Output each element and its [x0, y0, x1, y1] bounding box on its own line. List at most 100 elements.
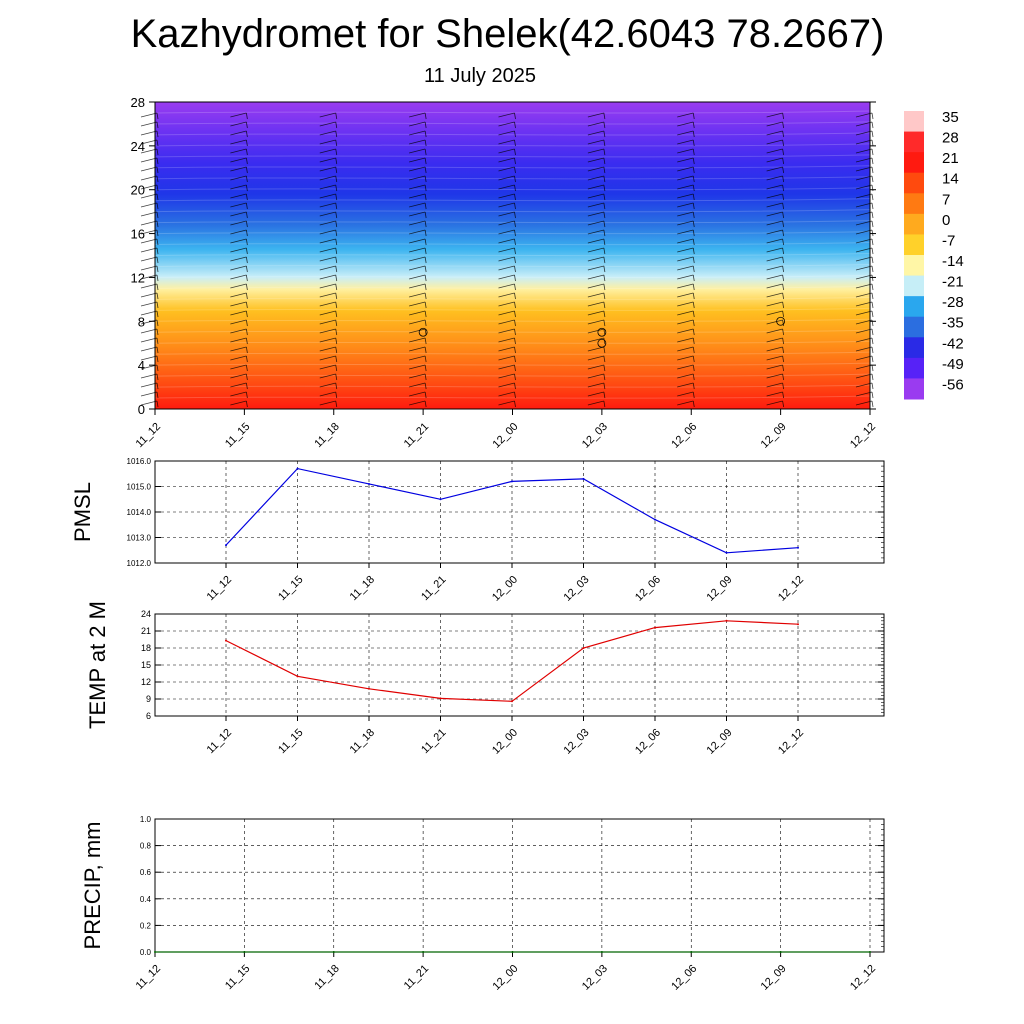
wind-barb	[587, 346, 604, 352]
wind-barb-flag	[335, 274, 338, 282]
wind-barb	[230, 238, 247, 244]
wind-barb-flag	[871, 256, 874, 264]
wind-barb-flag	[245, 220, 248, 228]
wind-barb	[319, 391, 336, 397]
wind-barb	[319, 238, 336, 244]
wind-barb-flag	[156, 184, 159, 192]
wind-barb-flag	[156, 256, 159, 264]
wind-barb	[140, 256, 158, 262]
wind-barb	[498, 247, 515, 253]
wind-barb	[409, 274, 426, 280]
wind-barb	[319, 229, 336, 235]
wind-barb-flag	[692, 247, 695, 255]
wind-barb-flag	[782, 364, 785, 372]
wind-barb	[766, 400, 783, 406]
wind-barb-flag	[335, 112, 338, 120]
panel-frame	[154, 818, 885, 953]
wind-barb-flag	[424, 373, 427, 381]
wind-barb	[587, 112, 604, 118]
wind-barb-flag	[871, 157, 874, 165]
y-tick-label: 24	[141, 609, 151, 619]
colorbar-label: -42	[942, 335, 964, 352]
wind-barb	[677, 238, 694, 244]
wind-barb	[140, 121, 158, 127]
wind-barb	[498, 112, 515, 118]
wind-barb	[319, 400, 336, 406]
wind-barb	[230, 148, 247, 154]
wind-barb-flag	[782, 193, 785, 201]
wind-barb-flag	[424, 130, 427, 138]
wind-barb	[230, 175, 247, 181]
wind-barb	[855, 265, 873, 271]
wind-barb-flag	[782, 373, 785, 381]
wind-barb-flag	[335, 175, 338, 183]
wind-barb	[498, 391, 515, 397]
wind-barb	[587, 175, 604, 181]
wind-barb-flag	[514, 175, 516, 183]
wind-barb	[140, 112, 158, 118]
y-tick-label: 0	[138, 402, 145, 417]
wind-barb-flag	[156, 166, 159, 174]
wind-barb-flag	[514, 166, 516, 174]
wind-barb	[409, 157, 426, 163]
wind-barb	[855, 220, 873, 226]
wind-barb-flag	[692, 319, 695, 327]
wind-barb	[140, 319, 158, 325]
data-point	[225, 639, 227, 642]
wind-barb	[230, 310, 247, 316]
wind-barb-flag	[782, 229, 785, 237]
isotherm	[154, 242, 871, 246]
wind-barb	[319, 373, 336, 379]
wind-barb	[677, 175, 694, 181]
isotherm	[154, 274, 871, 279]
x-tick-label: 12_03	[580, 963, 610, 993]
x-tick-label: 12_09	[759, 421, 789, 451]
wind-barb-flag	[871, 292, 874, 300]
wind-barb-flag	[245, 373, 248, 381]
wind-barb-flag	[335, 184, 338, 192]
wind-barb	[498, 148, 515, 154]
wind-barb-flag	[514, 247, 516, 255]
wind-barb	[498, 157, 515, 163]
data-point	[582, 647, 585, 649]
wind-barb-flag	[692, 157, 695, 165]
wind-barb-flag	[692, 283, 695, 291]
wind-barb	[677, 130, 694, 136]
wind-barb-flag	[603, 310, 606, 318]
wind-barb-flag	[424, 175, 427, 183]
wind-barb-flag	[335, 148, 338, 156]
wind-barb	[766, 373, 783, 379]
wind-barb	[319, 310, 336, 316]
wind-barb-flag	[424, 328, 427, 336]
wind-barb	[677, 220, 694, 226]
wind-barb	[140, 211, 158, 217]
wind-barb-flag	[245, 184, 248, 192]
wind-barb-flag	[603, 364, 606, 372]
colorbar-swatch	[904, 337, 924, 359]
wind-barb-flag	[871, 328, 874, 336]
y-tick-label: 0.2	[140, 921, 152, 930]
wind-barb-flag	[782, 337, 785, 345]
wind-barb-flag	[603, 283, 606, 291]
wind-barb	[766, 364, 783, 370]
wind-barb-flag	[514, 220, 516, 228]
wind-barb	[587, 400, 604, 406]
x-tick-label: 11_21	[402, 963, 432, 993]
colorbar-swatch	[904, 213, 924, 235]
wind-barb-flag	[871, 310, 874, 318]
wind-barb-flag	[245, 382, 248, 390]
wind-barb-flag	[156, 319, 159, 327]
wind-barb	[587, 130, 604, 136]
wind-barb	[677, 283, 694, 289]
wind-barb-flag	[245, 229, 248, 237]
wind-barb	[855, 292, 873, 298]
wind-barb-flag	[156, 364, 159, 372]
wind-barb-flag	[156, 202, 159, 210]
heatmap-field	[155, 102, 870, 409]
wind-barb	[587, 184, 604, 190]
wind-barb-flag	[603, 274, 606, 282]
wind-barb-flag	[335, 193, 338, 201]
wind-barb-flag	[424, 319, 427, 327]
y-tick-label: 1014.0	[127, 508, 152, 517]
wind-barb	[677, 184, 694, 190]
